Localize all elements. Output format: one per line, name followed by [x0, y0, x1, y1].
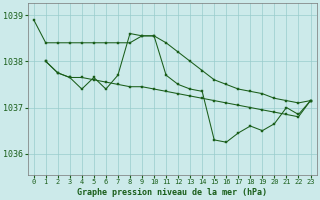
X-axis label: Graphe pression niveau de la mer (hPa): Graphe pression niveau de la mer (hPa)	[77, 188, 267, 197]
